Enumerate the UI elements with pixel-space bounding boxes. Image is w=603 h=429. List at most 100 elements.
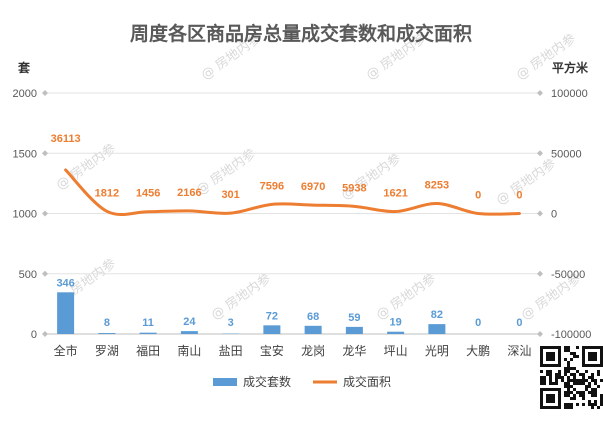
watermark-text: @ 房地内参 — [493, 156, 559, 209]
qr-module — [576, 370, 579, 373]
qr-module — [573, 352, 576, 355]
category-label: 坪山 — [384, 344, 408, 358]
line-data-label: 1812 — [95, 187, 119, 199]
qr-module — [576, 346, 579, 349]
qr-module — [582, 379, 585, 382]
qr-module — [585, 379, 588, 382]
qr-module — [549, 373, 552, 376]
qr-module — [561, 379, 564, 382]
qr-module — [582, 403, 585, 406]
qr-module — [573, 373, 576, 376]
qr-module — [567, 382, 570, 385]
right-tick-label: 50000 — [551, 148, 582, 160]
qr-module — [558, 370, 561, 373]
qr-module — [567, 385, 570, 388]
qr-module — [597, 373, 600, 376]
qr-module — [540, 382, 543, 385]
qr-module — [543, 379, 546, 382]
qr-module — [564, 391, 567, 394]
qr-module — [564, 367, 567, 370]
watermarks: @ 房地内参 @ 房地内参 @ 房地内参@ 房地内参 @ 房地内参 @ 房地内参 @ 房地… — [53, 31, 584, 324]
qr-module — [600, 397, 603, 400]
left-tick-label: 1000 — [13, 209, 37, 221]
qr-module — [549, 382, 552, 385]
right-tick-label: 0 — [551, 209, 557, 221]
bar-data-label: 72 — [266, 310, 278, 322]
qr-module — [543, 382, 546, 385]
bar — [304, 325, 322, 334]
qr-module — [573, 394, 576, 397]
bar — [139, 332, 157, 334]
qr-module — [567, 406, 570, 409]
line-data-label: 36113 — [51, 133, 81, 145]
qr-module — [576, 403, 579, 406]
category-label: 福田 — [136, 343, 160, 358]
qr-module — [555, 382, 558, 385]
qr-module — [579, 394, 582, 397]
right-tick-label: -100000 — [551, 329, 591, 341]
qr-module — [564, 382, 567, 385]
line-data-label: 301 — [221, 189, 239, 201]
qr-module — [540, 376, 543, 379]
category-label: 龙岗 — [301, 344, 325, 358]
right-tick-marker — [537, 210, 543, 217]
qr-module — [585, 388, 588, 391]
bar — [57, 292, 75, 334]
left-tick-label: 1500 — [13, 148, 37, 160]
qr-module — [555, 376, 558, 379]
bar-data-labels: 346 8 11 24 3 72 68 59 19 82 0 0 — [56, 277, 522, 329]
bar — [263, 325, 281, 334]
right-tick-label: 100000 — [551, 88, 588, 100]
qr-module — [588, 403, 591, 406]
bar — [98, 333, 116, 334]
qr-module — [549, 379, 552, 382]
line-data-label: 5938 — [342, 182, 366, 194]
qr-module — [570, 367, 573, 370]
qr-module — [567, 346, 570, 349]
qr-module — [579, 379, 582, 382]
qr-module — [564, 346, 567, 349]
qr-module — [594, 400, 597, 403]
qr-module — [570, 397, 573, 400]
left-tick-label: 2000 — [13, 88, 37, 100]
qr-finder-core — [546, 394, 555, 403]
category-label: 深汕 — [507, 344, 531, 358]
qr-module — [591, 373, 594, 376]
qr-module — [549, 376, 552, 379]
qr-module — [588, 400, 591, 403]
qr-module — [591, 379, 594, 382]
legend: 成交套数 成交面积 — [213, 374, 391, 389]
qr-module — [582, 382, 585, 385]
left-tick-label: 500 — [19, 269, 37, 281]
category-label: 全市 — [54, 343, 78, 358]
qr-module — [564, 406, 567, 409]
left-tick-marker — [42, 210, 48, 217]
qr-module — [561, 376, 564, 379]
qr-module — [585, 385, 588, 388]
qr-module — [588, 376, 591, 379]
category-label: 龙华 — [342, 344, 366, 358]
line-data-label: 1456 — [136, 188, 160, 200]
bar-series — [57, 292, 446, 334]
right-tick-label: -50000 — [551, 269, 585, 281]
qr-module — [600, 403, 603, 406]
qr-module — [558, 373, 561, 376]
qr-module — [555, 379, 558, 382]
qr-module — [546, 373, 549, 376]
qr-module — [573, 355, 576, 358]
qr-module — [576, 382, 579, 385]
bar — [387, 331, 405, 334]
left-axis-unit: 套 — [17, 60, 31, 75]
qr-module — [591, 388, 594, 391]
left-tick-label: 0 — [31, 329, 37, 341]
qr-finder-core — [546, 352, 555, 361]
line-data-label: 1621 — [383, 188, 407, 200]
right-tick-marker — [537, 270, 543, 277]
qr-module — [564, 373, 567, 376]
legend-label-bar: 成交套数 — [243, 374, 291, 389]
qr-module — [549, 370, 552, 373]
left-tick-marker — [42, 270, 48, 277]
qr-module — [579, 373, 582, 376]
watermark-text: @ 房地内参 — [373, 271, 439, 324]
